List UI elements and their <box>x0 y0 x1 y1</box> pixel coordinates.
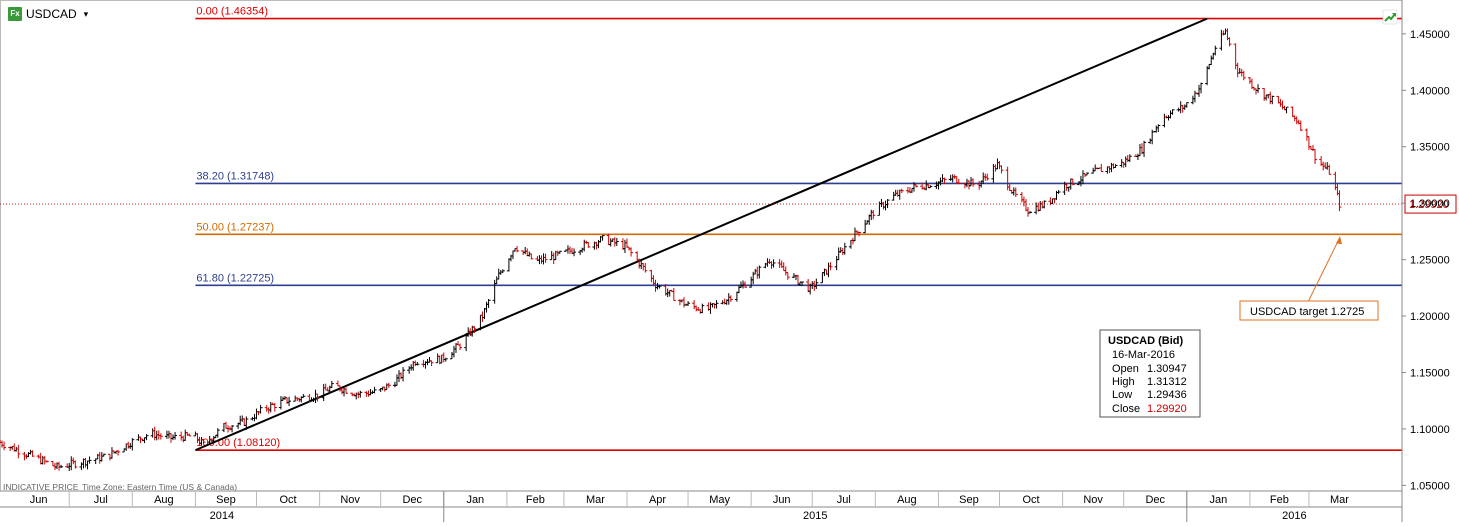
x-month-label: Oct <box>1022 494 1039 506</box>
fib-level-label: 100.00 (1.08120) <box>196 437 280 449</box>
info-low-label: Low <box>1112 389 1132 401</box>
x-month-label: Nov <box>340 494 360 506</box>
chevron-down-icon[interactable]: ▾ <box>83 8 89 19</box>
x-month-label: Nov <box>1083 494 1103 506</box>
x-month-label: Sep <box>959 494 979 506</box>
y-tick-label: 1.10000 <box>1410 424 1450 436</box>
fib-level-label: 50.00 (1.27237) <box>196 221 274 233</box>
x-year-label: 2015 <box>803 510 827 522</box>
info-close-label: Close <box>1112 403 1140 415</box>
x-month-label: Jun <box>30 494 48 506</box>
ohlc-info-box: USDCAD (Bid) 16-Mar-2016 Open 1.30947 Hi… <box>1099 329 1201 418</box>
y-tick-label: 1.15000 <box>1410 367 1450 379</box>
x-month-label: Aug <box>897 494 917 506</box>
x-month-label: Dec <box>1145 494 1165 506</box>
x-month-label: Jun <box>773 494 791 506</box>
symbol-label: USDCAD <box>26 7 77 21</box>
timezone-label: Time Zone: Eastern Time (US & Canada) <box>82 482 237 492</box>
x-month-label: Mar <box>586 494 605 506</box>
info-open-label: Open <box>1112 363 1139 375</box>
y-tick-label: 1.05000 <box>1410 480 1450 492</box>
info-box-title: USDCAD (Bid) <box>1108 335 1183 347</box>
y-tick-label: 1.30000 <box>1410 198 1450 210</box>
x-month-label: Jul <box>837 494 851 506</box>
y-tick-label: 1.20000 <box>1410 311 1450 323</box>
x-month-label: Jan <box>1209 494 1227 506</box>
x-month-label: Jan <box>466 494 484 506</box>
target-arrowhead <box>1336 236 1342 245</box>
y-tick-label: 1.35000 <box>1410 142 1450 154</box>
x-month-label: May <box>709 494 730 506</box>
y-tick-label: 1.25000 <box>1410 255 1450 267</box>
annotations: 1.29920 USDCAD target 1.2725 <box>0 194 1457 321</box>
fib-level-label: 38.20 (1.31748) <box>196 170 274 182</box>
ohlc-bars <box>0 28 1342 471</box>
x-month-label: Dec <box>402 494 422 506</box>
x-month-label: Jul <box>94 494 108 506</box>
trendline-group <box>195 17 1208 452</box>
x-year-label: 2014 <box>210 510 234 522</box>
target-label: USDCAD target 1.2725 <box>1250 306 1364 318</box>
y-tick-label: 1.40000 <box>1410 85 1450 97</box>
x-month-label: Apr <box>649 494 666 506</box>
x-month-label: Mar <box>1330 494 1349 506</box>
target-leader-line <box>1307 236 1341 303</box>
info-low-value: 1.29436 <box>1147 389 1187 401</box>
fx-icon: Fx <box>8 7 22 21</box>
info-box-date: 16-Mar-2016 <box>1112 349 1175 361</box>
fibonacci-levels: 0.00 (1.46354) 38.20 (1.31748) 50.00 (1.27… <box>195 6 1402 451</box>
info-high-label: High <box>1112 376 1135 388</box>
last-price-tag-box <box>1404 194 1457 214</box>
x-month-label: Feb <box>526 494 545 506</box>
target-box <box>1239 300 1379 321</box>
symbol-selector[interactable]: Fx USDCAD ▾ <box>8 7 88 21</box>
x-month-label: Aug <box>154 494 174 506</box>
info-close-value: 1.29920 <box>1147 403 1187 415</box>
y-tick-label: 1.45000 <box>1410 29 1450 41</box>
info-high-value: 1.31312 <box>1147 376 1187 388</box>
x-month-label: Oct <box>279 494 296 506</box>
indicative-price-label: INDICATIVE PRICE <box>3 482 79 492</box>
last-price-tag-label: 1.29920 <box>1409 199 1449 211</box>
x-year-label: 2016 <box>1282 510 1306 522</box>
trend-up-arrow-icon[interactable] <box>1382 9 1398 25</box>
info-open-value: 1.30947 <box>1147 363 1187 375</box>
fib-level-label: 0.00 (1.46354) <box>196 6 268 18</box>
x-month-label: Sep <box>216 494 236 506</box>
trendline <box>195 17 1208 452</box>
x-month-label: Feb <box>1270 494 1289 506</box>
fib-level-label: 61.80 (1.22725) <box>196 272 274 284</box>
